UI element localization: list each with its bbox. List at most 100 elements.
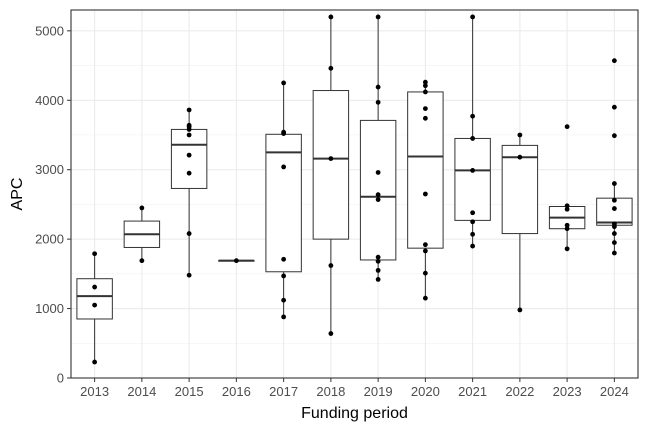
data-point (564, 222, 570, 228)
iqr-box (501, 144, 539, 235)
data-point (328, 65, 334, 71)
data-point (375, 99, 381, 105)
data-point (92, 284, 98, 290)
data-point (233, 258, 239, 264)
data-point (328, 263, 334, 268)
x-tick-label: 2013 (80, 384, 109, 399)
data-point (328, 14, 334, 20)
iqr-box (454, 137, 491, 221)
data-point (611, 250, 617, 256)
data-point (281, 314, 287, 320)
data-point (611, 206, 617, 211)
iqr-box (312, 90, 350, 240)
data-point (375, 14, 381, 20)
iqr-box (596, 197, 633, 226)
grid (71, 10, 638, 379)
x-tick-label: 2018 (316, 384, 345, 399)
data-point (564, 206, 570, 212)
box-2022 (501, 134, 539, 310)
iqr-box (170, 128, 208, 189)
x-tick-label: 2015 (175, 384, 204, 399)
data-point (375, 170, 381, 175)
data-point (611, 197, 617, 203)
data-point (422, 106, 428, 111)
box-2024 (596, 183, 633, 254)
data-point (422, 89, 428, 95)
data-point (328, 156, 334, 161)
data-point (422, 191, 428, 197)
data-point (281, 164, 287, 170)
data-point (611, 133, 617, 139)
box-2019 (359, 16, 397, 280)
x-axis-title: Funding period (301, 405, 408, 422)
data-point (564, 246, 570, 252)
x-tick-label: 2023 (553, 384, 582, 399)
data-point (517, 154, 523, 160)
data-point (139, 205, 145, 211)
data-point (375, 254, 381, 260)
data-point (422, 270, 428, 276)
data-point (375, 197, 381, 202)
data-point (517, 132, 523, 138)
data-point (470, 136, 476, 141)
x-tick-label: 2017 (269, 384, 298, 399)
data-point (92, 359, 98, 365)
x-tick-label: 2014 (127, 384, 156, 399)
box-2014 (123, 207, 161, 261)
data-point (564, 124, 570, 130)
data-point (186, 127, 192, 132)
data-point (281, 131, 287, 136)
data-point (422, 115, 428, 121)
box-2015 (170, 109, 208, 276)
data-point (92, 251, 98, 257)
data-point (328, 331, 334, 336)
plot-panel-border (70, 9, 639, 379)
data-point (422, 83, 428, 89)
y-tick-label: 0 (57, 371, 64, 386)
data-point (422, 248, 428, 254)
data-point (611, 104, 617, 110)
data-point (186, 272, 192, 278)
data-point (470, 243, 476, 249)
data-point (470, 210, 476, 216)
data-point (281, 256, 287, 262)
data-point (281, 273, 287, 279)
data-point (611, 240, 617, 246)
x-tick-label: 2024 (600, 384, 629, 399)
data-point (186, 152, 192, 158)
y-tick-label: 1000 (35, 301, 64, 316)
iqr-box (359, 119, 397, 261)
x-tick-label: 2019 (364, 384, 393, 399)
data-point (611, 181, 617, 186)
data-point (422, 242, 428, 248)
data-point (375, 258, 381, 264)
data-point (470, 167, 476, 173)
box-2017 (265, 82, 302, 317)
y-axis-title: APC (9, 178, 26, 211)
box-2020 (407, 82, 444, 299)
x-tick-label: 2016 (222, 384, 251, 399)
data-point (375, 84, 381, 90)
iqr-box (265, 133, 302, 273)
boxes (76, 16, 633, 363)
data-point (517, 307, 523, 313)
data-point (186, 107, 192, 113)
data-point (470, 219, 476, 225)
data-point (611, 224, 617, 230)
y-tick-label: 4000 (35, 93, 64, 108)
y-tick-label: 5000 (35, 23, 64, 38)
data-point (281, 297, 287, 303)
plot-panel (71, 10, 638, 378)
y-tick-label: 2000 (35, 232, 64, 247)
data-point (186, 132, 192, 138)
data-point (422, 295, 428, 301)
x-tick-label: 2022 (505, 384, 534, 399)
iqr-box (407, 91, 444, 249)
data-point (139, 258, 145, 264)
box-2021 (454, 16, 491, 247)
data-point (470, 113, 476, 119)
data-point (375, 267, 381, 273)
data-point (422, 79, 428, 85)
data-point (564, 203, 570, 209)
